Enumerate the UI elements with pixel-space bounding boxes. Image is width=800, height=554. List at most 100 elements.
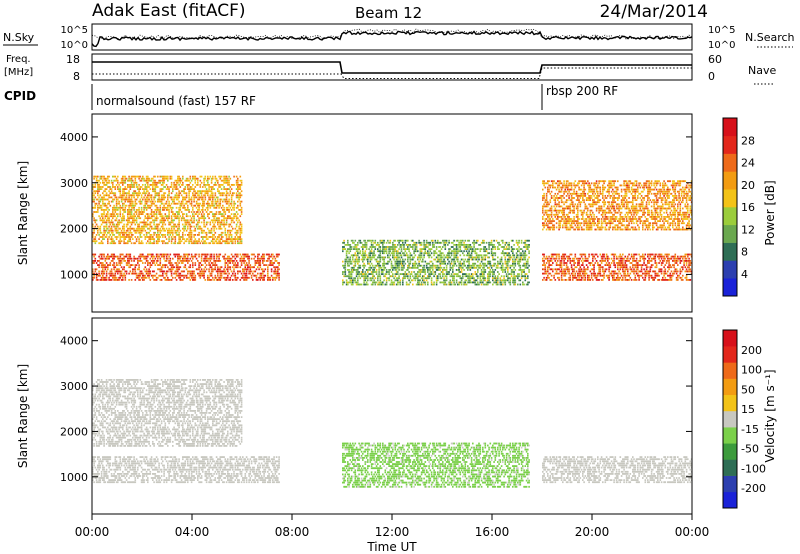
heatmap-cell bbox=[189, 223, 192, 226]
heatmap-cell bbox=[219, 253, 222, 256]
heatmap-cell bbox=[94, 190, 97, 193]
heatmap-cell bbox=[202, 236, 204, 238]
heatmap-cell bbox=[432, 241, 434, 244]
heatmap-cell bbox=[368, 256, 370, 259]
heatmap-cell bbox=[488, 277, 490, 280]
heatmap-cell bbox=[198, 227, 200, 230]
heatmap-cell bbox=[458, 281, 460, 284]
heatmap-cell bbox=[117, 221, 119, 224]
heatmap-cell bbox=[159, 198, 162, 201]
heatmap-cell bbox=[518, 279, 520, 282]
heatmap-cell bbox=[174, 231, 177, 234]
heatmap-cell bbox=[412, 256, 414, 259]
heatmap-cell bbox=[167, 179, 169, 182]
heatmap-cell bbox=[379, 281, 382, 284]
heatmap-cell bbox=[163, 219, 165, 222]
heatmap-cell bbox=[242, 270, 244, 273]
heatmap-cell bbox=[229, 268, 232, 271]
heatmap-cell bbox=[105, 194, 108, 197]
heatmap-cell bbox=[110, 227, 113, 230]
heatmap-cell bbox=[145, 181, 148, 184]
heatmap-cell bbox=[415, 248, 418, 250]
heatmap-cell bbox=[394, 250, 397, 253]
heatmap-cell bbox=[207, 194, 209, 197]
heatmap-cell bbox=[413, 264, 415, 267]
heatmap-cell bbox=[370, 246, 373, 248]
heatmap-cell bbox=[119, 257, 122, 260]
heatmap-cell bbox=[170, 186, 173, 188]
heatmap-cell bbox=[399, 260, 402, 263]
heatmap-cell bbox=[223, 257, 225, 260]
heatmap-cell bbox=[173, 202, 175, 205]
heatmap-cell bbox=[475, 254, 478, 257]
heatmap-cell bbox=[349, 244, 352, 246]
heatmap-cell bbox=[130, 204, 133, 207]
heatmap-cell bbox=[102, 213, 104, 215]
heatmap-cell bbox=[430, 283, 433, 286]
heatmap-cell bbox=[422, 279, 424, 282]
heatmap-cell bbox=[522, 281, 524, 284]
heatmap-cell bbox=[110, 200, 113, 203]
heatmap-cell bbox=[363, 277, 365, 280]
heatmap-cell bbox=[453, 250, 455, 253]
heatmap-cell bbox=[240, 255, 243, 258]
heatmap-cell bbox=[215, 264, 218, 266]
heatmap-cell bbox=[432, 244, 434, 246]
heatmap-cell bbox=[97, 229, 99, 232]
heatmap-cell bbox=[419, 275, 422, 278]
heatmap-cell bbox=[238, 236, 240, 238]
heatmap-cell bbox=[270, 260, 273, 262]
heatmap-cell bbox=[444, 283, 447, 286]
heatmap-cell bbox=[447, 262, 449, 265]
heatmap-cell bbox=[178, 209, 180, 211]
heatmap-cell bbox=[517, 248, 519, 250]
heatmap-cell bbox=[185, 184, 188, 186]
heatmap-cell bbox=[270, 253, 273, 256]
heatmap-cell bbox=[230, 204, 233, 207]
heatmap-cell bbox=[390, 281, 393, 284]
heatmap-cell bbox=[123, 236, 125, 238]
heatmap-cell bbox=[440, 277, 443, 280]
heatmap-cell bbox=[510, 269, 513, 271]
heatmap-cell bbox=[179, 192, 182, 195]
heatmap-cell bbox=[145, 221, 148, 224]
heatmap-cell bbox=[467, 277, 469, 280]
heatmap-cell bbox=[220, 184, 223, 186]
heatmap-cell bbox=[120, 229, 123, 232]
heatmap-cell bbox=[225, 238, 228, 240]
nave-trace bbox=[92, 67, 692, 79]
heatmap-cell bbox=[173, 186, 175, 188]
heatmap-cell bbox=[167, 231, 169, 234]
heatmap-cell bbox=[435, 279, 438, 282]
heatmap-cell bbox=[163, 196, 165, 199]
heatmap-cell bbox=[200, 229, 203, 232]
heatmap-cell bbox=[118, 219, 120, 222]
heatmap-cell bbox=[260, 276, 263, 279]
heatmap-cell bbox=[102, 270, 104, 273]
heatmap-cell bbox=[119, 186, 122, 188]
heatmap-cell bbox=[343, 266, 345, 269]
heatmap-cell bbox=[230, 225, 233, 228]
heatmap-cell bbox=[190, 202, 193, 205]
heatmap-cell bbox=[205, 221, 208, 224]
heatmap-cell bbox=[115, 196, 118, 199]
heatmap-cell bbox=[504, 244, 507, 246]
heatmap-cell bbox=[152, 188, 154, 190]
heatmap-cell bbox=[494, 269, 497, 271]
heatmap-cell bbox=[99, 194, 102, 197]
heatmap-cell bbox=[113, 175, 115, 178]
heatmap-cell bbox=[102, 279, 104, 281]
heatmap-cell bbox=[503, 248, 505, 250]
heatmap-cell bbox=[194, 274, 197, 277]
heatmap-cell bbox=[364, 250, 367, 253]
heatmap-cell bbox=[237, 262, 239, 264]
heatmap-cell bbox=[153, 231, 155, 234]
heatmap-cell bbox=[433, 252, 435, 255]
heatmap-cell bbox=[208, 184, 210, 186]
heatmap-cell bbox=[342, 246, 344, 248]
heatmap-cell bbox=[105, 221, 108, 224]
heatmap-cell bbox=[160, 196, 163, 199]
heatmap-cell bbox=[100, 188, 103, 190]
heatmap-cell bbox=[248, 260, 250, 262]
heatmap-cell bbox=[423, 246, 425, 248]
